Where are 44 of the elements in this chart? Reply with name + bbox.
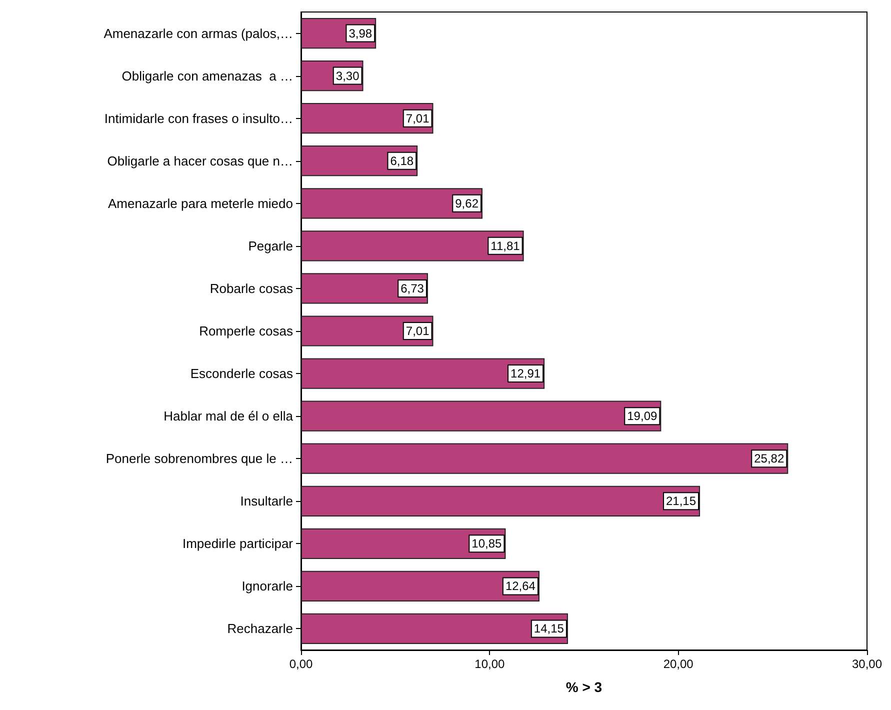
data-label: 6,73: [400, 281, 424, 296]
y-tick-label: Impedirle participar: [182, 536, 294, 552]
bar: [301, 443, 788, 474]
y-tick-label: Obligarle con amenazas a …: [122, 68, 293, 84]
y-tick-label: Romperle cosas: [199, 324, 294, 338]
data-label: 19,09: [627, 409, 658, 424]
x-axis-title: % > 3: [566, 679, 602, 695]
y-tick-label: Hablar mal de él o ella: [164, 408, 294, 424]
y-tick-label: Amenazarle con armas (palos,…: [104, 26, 293, 41]
data-label: 25,82: [754, 452, 784, 466]
y-tick-label: Obligarle a hacer cosas que n…: [107, 153, 293, 168]
x-tick-label: 10,00: [474, 657, 506, 671]
data-label: 7,01: [406, 111, 430, 126]
data-label: 9,62: [455, 196, 479, 210]
bar: [301, 358, 545, 389]
y-tick-label: Rechazarle: [227, 621, 293, 636]
y-tick-label: Ignorarle: [242, 578, 293, 594]
y-tick-label: Intimidarle con frases o insulto…: [104, 110, 293, 126]
bar: [301, 400, 662, 432]
data-label: 11,81: [490, 238, 520, 253]
bar: [301, 230, 524, 262]
y-tick-label: Insultarle: [240, 494, 293, 509]
y-tick-label: Robarle cosas: [210, 280, 294, 296]
data-label: 12,64: [505, 579, 536, 594]
y-tick-label: Pegarle: [248, 238, 293, 254]
bar: [301, 570, 540, 602]
bar: [301, 188, 482, 219]
y-tick-label: Ponerle sobrenombres que le …: [106, 451, 293, 466]
bar: [301, 528, 506, 559]
data-label: 6,18: [390, 154, 414, 168]
data-label: 21,15: [666, 494, 696, 508]
data-label: 12,91: [510, 366, 541, 381]
data-label: 7,01: [406, 324, 430, 338]
x-tick-label: 0,00: [289, 657, 313, 671]
data-label: 3,30: [336, 68, 360, 83]
bar: [301, 613, 568, 644]
data-label: 3,98: [348, 26, 372, 40]
y-tick-label: Amenazarle para meterle miedo: [108, 196, 293, 211]
data-label: 10,85: [472, 536, 502, 551]
bar: [301, 486, 700, 516]
x-tick-label: 30,00: [852, 657, 882, 671]
x-tick-label: 20,00: [663, 657, 694, 671]
data-label: 14,15: [534, 622, 564, 636]
y-tick-label: Esconderle cosas: [190, 366, 294, 382]
